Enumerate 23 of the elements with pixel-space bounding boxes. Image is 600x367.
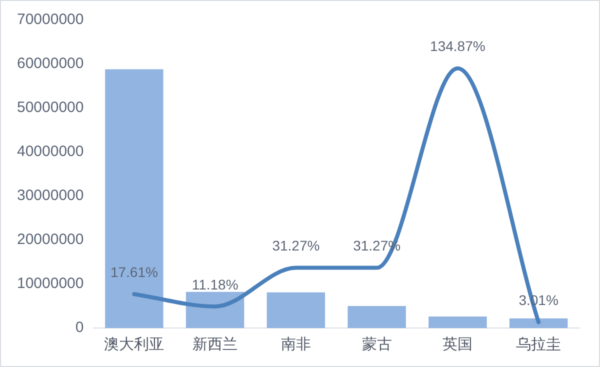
- y-tick-label: 0: [75, 319, 84, 336]
- bar: [105, 69, 164, 328]
- bar: [266, 292, 326, 328]
- bar: [509, 318, 568, 328]
- x-tick-label: 新西兰: [192, 336, 238, 354]
- bar: [428, 316, 487, 328]
- data-label: 134.87%: [430, 38, 486, 54]
- x-tick-label: 南非: [280, 336, 311, 354]
- y-tick-label: 30000000: [16, 187, 84, 204]
- y-tick-label: 50000000: [16, 99, 84, 116]
- data-label: 31.27%: [272, 238, 320, 254]
- x-tick-label: 澳大利亚: [104, 336, 164, 354]
- y-tick-label: 40000000: [16, 143, 84, 160]
- y-tick-label: 10000000: [16, 275, 84, 292]
- y-tick-label: 20000000: [16, 231, 84, 248]
- y-tick-label: 70000000: [16, 11, 84, 28]
- data-label: 11.18%: [192, 276, 238, 292]
- x-tick-label: 英国: [442, 336, 473, 354]
- x-tick-label: 蒙古: [362, 336, 392, 354]
- y-tick-label: 60000000: [16, 55, 84, 72]
- x-tick-label: 乌拉圭: [516, 336, 562, 354]
- bar: [348, 306, 406, 328]
- data-label: 17.61%: [110, 264, 158, 280]
